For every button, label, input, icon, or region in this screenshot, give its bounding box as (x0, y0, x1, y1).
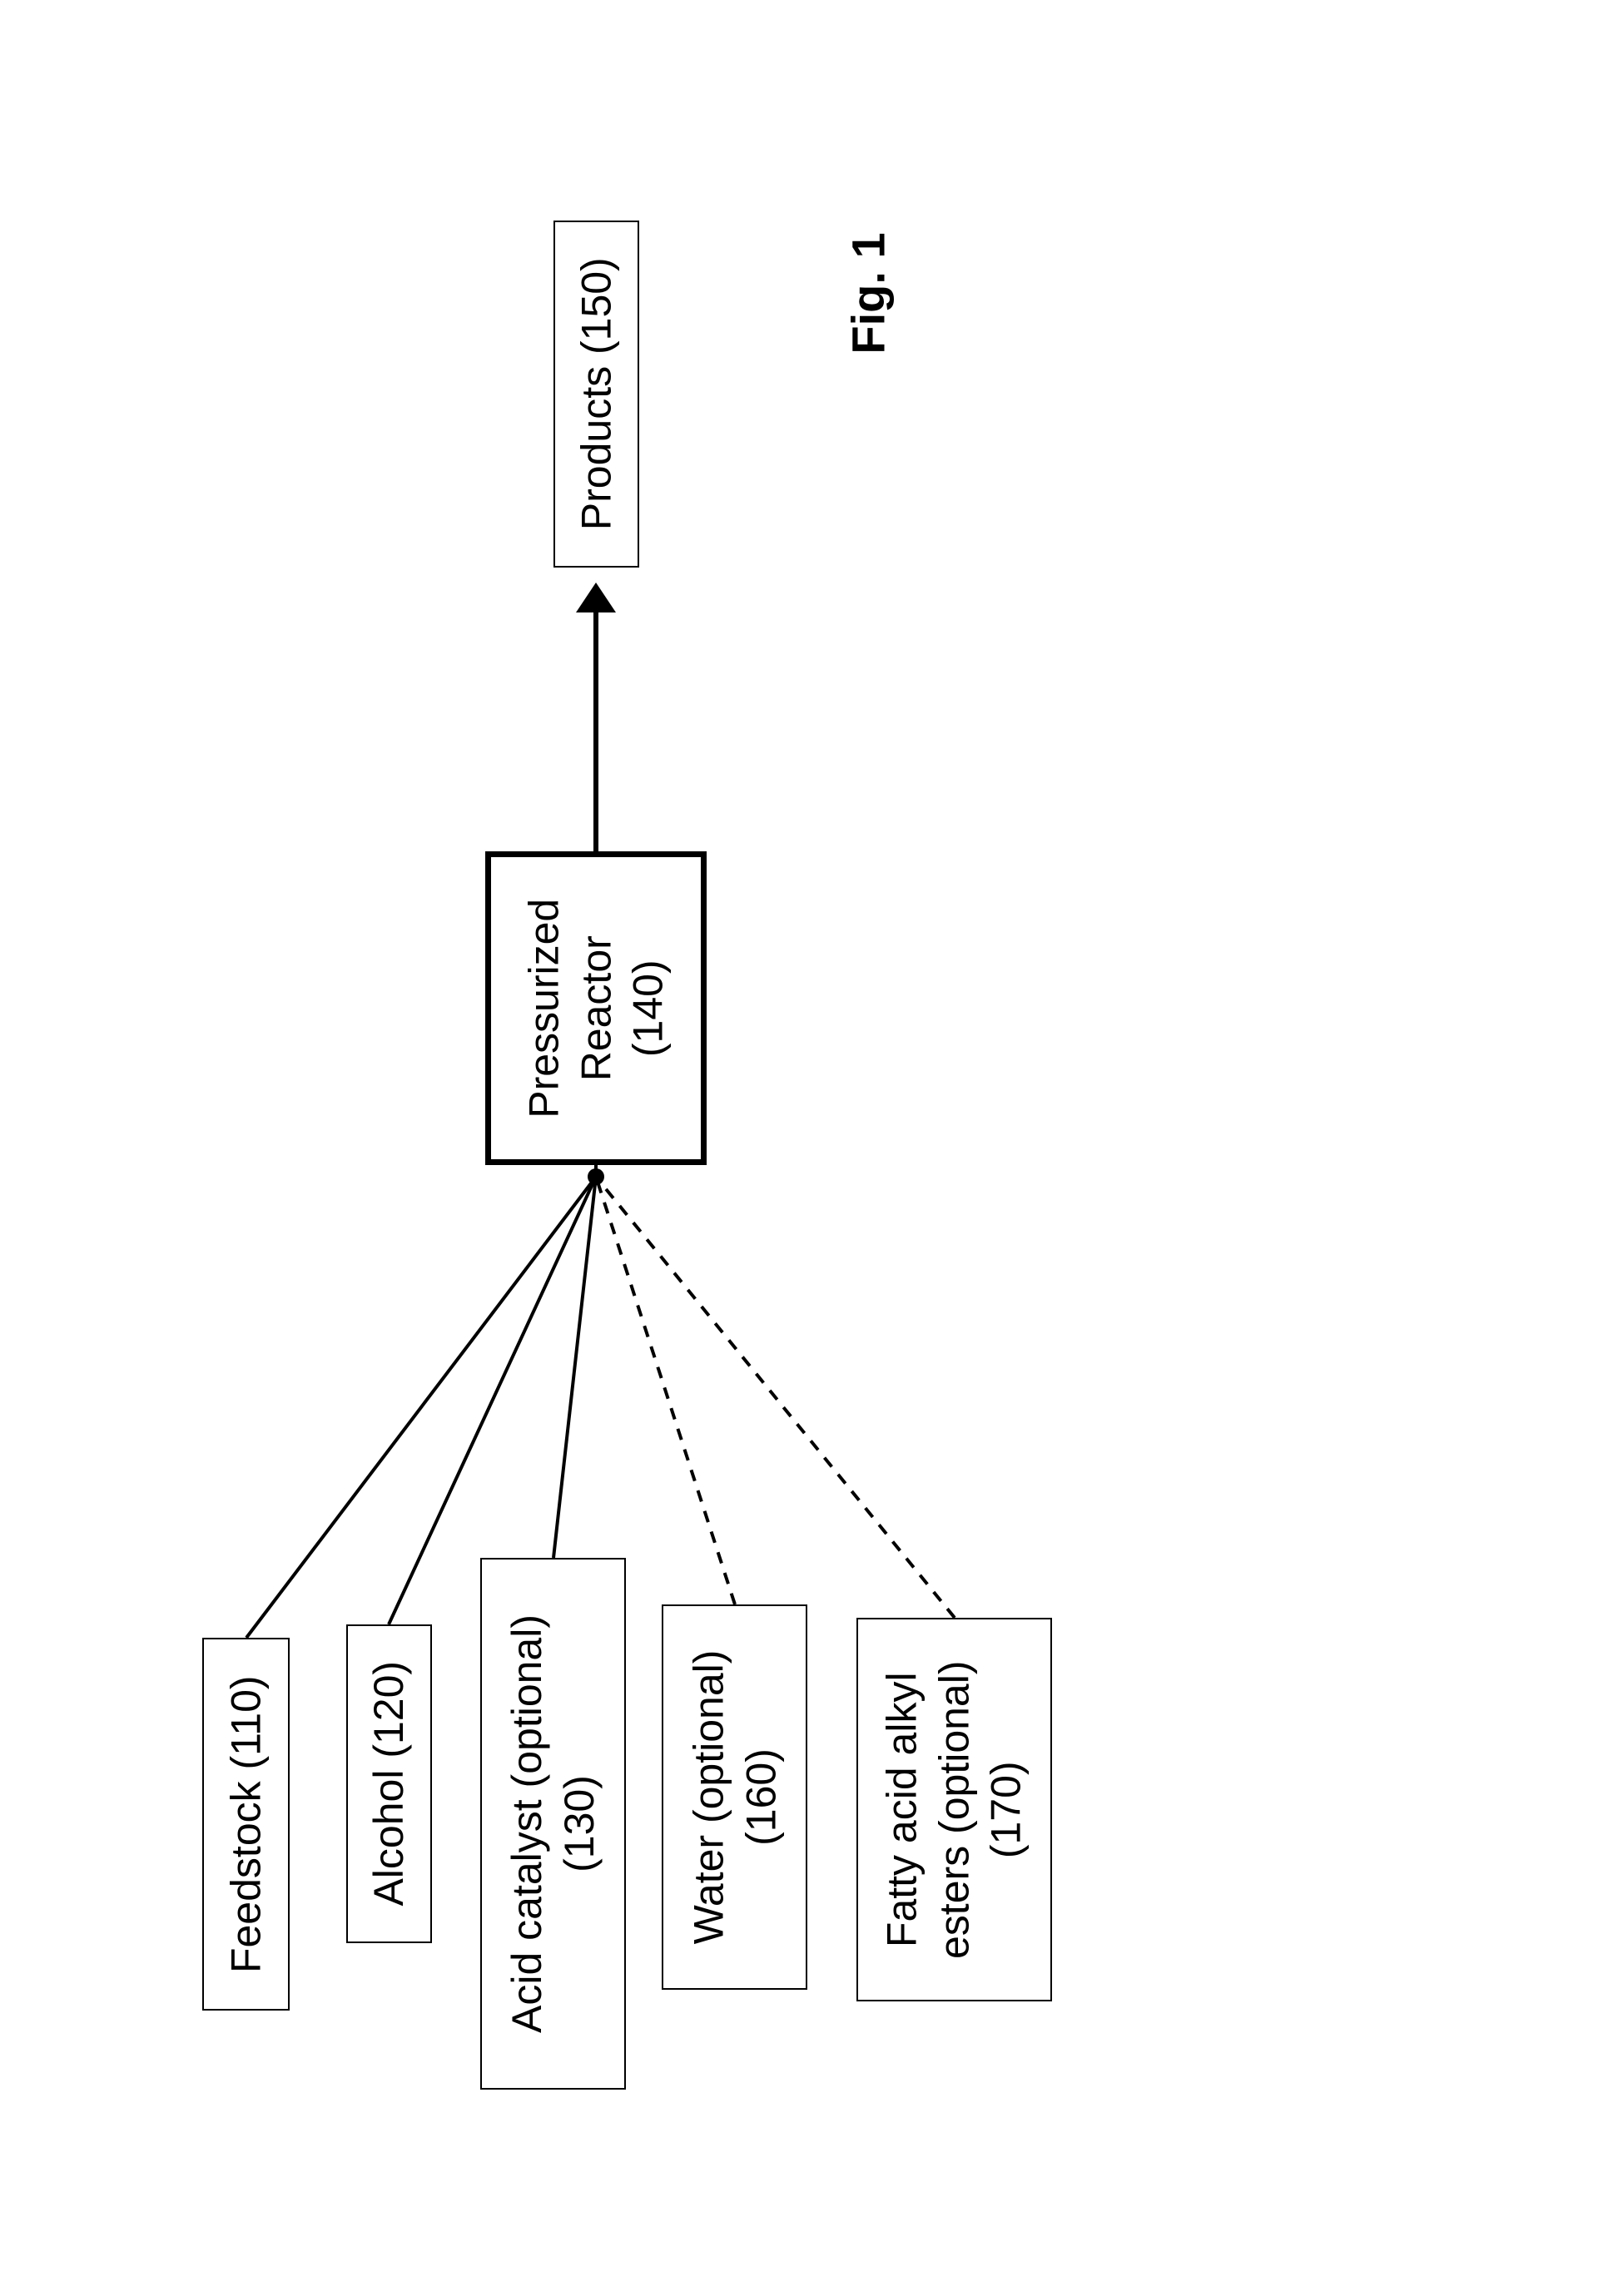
reactor-to-products-arrow (576, 583, 616, 851)
node-alcohol: Alcohol (120) (346, 1624, 432, 1943)
node-alcohol-label: Alcohol (120) (363, 1661, 415, 1907)
node-products: Products (150) (553, 221, 639, 568)
node-acid-catalyst: Acid catalyst (optional) (130) (480, 1558, 626, 2090)
edge-water (596, 1177, 735, 1604)
node-products-label: Products (150) (570, 258, 623, 531)
node-feedstock: Feedstock (110) (202, 1638, 290, 2011)
node-water-label: Water (optional) (160) (682, 1650, 787, 1945)
node-pressurized-reactor-label: Pressurized Reactor (140) (518, 899, 674, 1118)
edge-acid_catalyst (553, 1177, 596, 1558)
node-fatty-esters: Fatty acid alkyl esters (optional) (170) (856, 1618, 1052, 2001)
edge-fatty_esters (596, 1177, 955, 1618)
junction-dot (588, 1168, 604, 1185)
node-fatty-esters-label: Fatty acid alkyl esters (optional) (170) (876, 1660, 1033, 1959)
figure-title: Fig. 1 (841, 232, 896, 354)
node-water: Water (optional) (160) (662, 1604, 807, 1990)
node-pressurized-reactor: Pressurized Reactor (140) (485, 851, 707, 1165)
node-acid-catalyst-label: Acid catalyst (optional) (130) (501, 1614, 605, 2033)
node-feedstock-label: Feedstock (110) (220, 1675, 272, 1973)
